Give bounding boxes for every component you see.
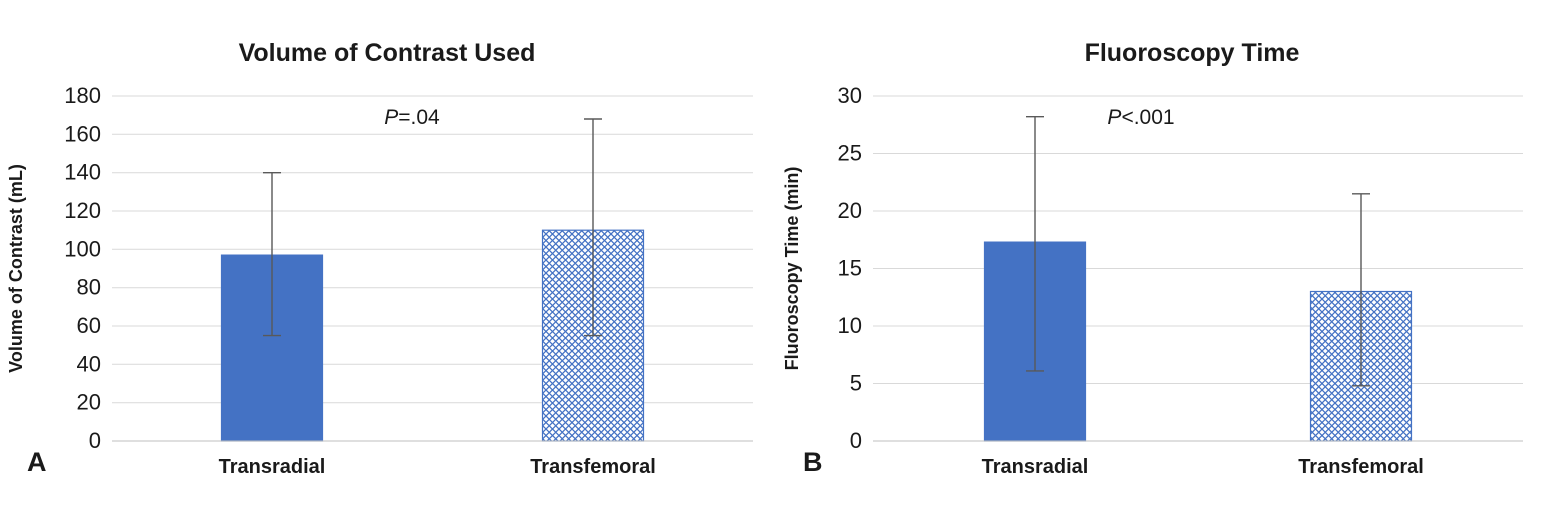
svg-text:0: 0 (850, 428, 862, 453)
svg-text:Fluoroscopy Time: Fluoroscopy Time (1085, 39, 1300, 67)
svg-text:25: 25 (838, 141, 862, 166)
svg-text:Transfemoral: Transfemoral (1298, 456, 1424, 478)
svg-text:60: 60 (77, 313, 101, 338)
svg-text:140: 140 (64, 160, 101, 185)
svg-text:30: 30 (838, 83, 862, 108)
svg-text:15: 15 (838, 256, 862, 281)
svg-text:Transfemoral: Transfemoral (530, 456, 656, 478)
svg-text:80: 80 (77, 275, 101, 300)
svg-text:Volume of Contrast (mL): Volume of Contrast (mL) (6, 164, 26, 373)
svg-text:180: 180 (64, 83, 101, 108)
svg-text:Transradial: Transradial (982, 456, 1089, 478)
svg-text:5: 5 (850, 371, 862, 396)
svg-text:20: 20 (77, 390, 101, 415)
svg-text:P=.04: P=.04 (384, 106, 440, 129)
svg-text:120: 120 (64, 198, 101, 223)
svg-text:100: 100 (64, 236, 101, 261)
svg-text:160: 160 (64, 121, 101, 146)
svg-text:10: 10 (838, 313, 862, 338)
svg-text:20: 20 (838, 198, 862, 223)
svg-text:Fluoroscopy Time (min): Fluoroscopy Time (min) (782, 167, 802, 371)
svg-text:Transradial: Transradial (219, 456, 326, 478)
svg-text:0: 0 (89, 428, 101, 453)
svg-text:Volume of Contrast Used: Volume of Contrast Used (239, 39, 536, 67)
svg-text:P<.001: P<.001 (1107, 106, 1174, 129)
svg-text:40: 40 (77, 351, 101, 376)
